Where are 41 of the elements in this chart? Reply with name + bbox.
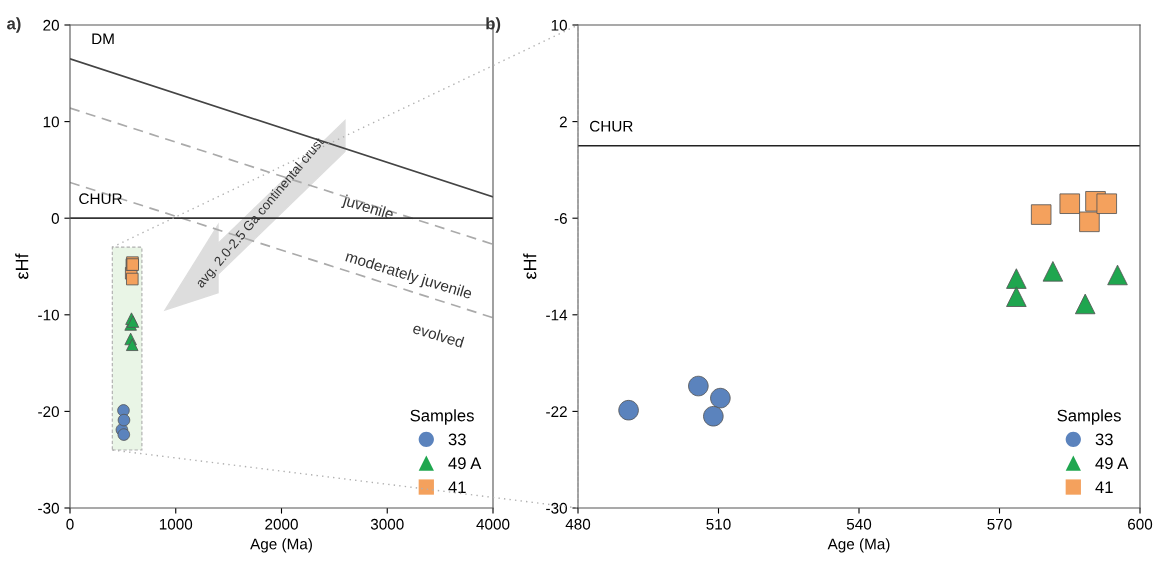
y-tick-label: 20 (43, 19, 59, 31)
x-tick-label: 480 (565, 518, 591, 530)
x-axis-title: Age (Ma) (827, 538, 890, 553)
x-tick-label: 600 (1128, 518, 1153, 530)
y-axis-title: εHf (15, 253, 29, 279)
annotation: b) (486, 17, 501, 33)
y-tick-label: -30 (38, 502, 59, 514)
legend-label: 41 (1095, 481, 1113, 493)
legend-label: 41 (448, 481, 466, 493)
ref-line-label: CHUR (590, 120, 633, 132)
legend-label: 33 (448, 433, 466, 446)
legend-label: 49 A (448, 457, 482, 470)
annotation: evolved (412, 322, 465, 348)
y-tick-label: -22 (546, 406, 567, 417)
y-tick-label: 10 (551, 19, 567, 31)
series-label: DM (92, 33, 114, 45)
x-tick-label: 0 (66, 518, 74, 530)
annotation: juvenile (341, 194, 395, 223)
y-tick-label: -6 (554, 213, 567, 224)
legend-title: Samples (410, 409, 474, 425)
y-tick-label: -20 (38, 406, 59, 418)
y-tick-label: 0 (51, 213, 59, 224)
x-tick-label: 3000 (370, 518, 404, 530)
text: a) (7, 17, 21, 33)
x-tick-label: 540 (846, 518, 872, 530)
y-tick-label: -30 (546, 502, 567, 514)
legend-label: 49 A (1095, 457, 1129, 470)
legend-title: Samples (1057, 409, 1121, 425)
y-tick-label: -10 (38, 309, 59, 321)
y-tick-label: 10 (43, 116, 59, 128)
y-axis-title: εHf (523, 253, 537, 279)
x-tick-label: 4000 (476, 518, 510, 530)
x-tick-label: 1000 (159, 518, 193, 530)
ref-line-label: CHUR (79, 193, 122, 205)
y-tick-label: -14 (546, 309, 568, 321)
legend-label: 33 (1095, 433, 1113, 446)
y-tick-label: 2 (559, 116, 567, 128)
x-axis-title: Age (Ma) (250, 538, 312, 553)
x-tick-label: 2000 (265, 518, 298, 530)
x-tick-label: 570 (987, 518, 1012, 530)
x-tick-label: 510 (706, 518, 731, 530)
